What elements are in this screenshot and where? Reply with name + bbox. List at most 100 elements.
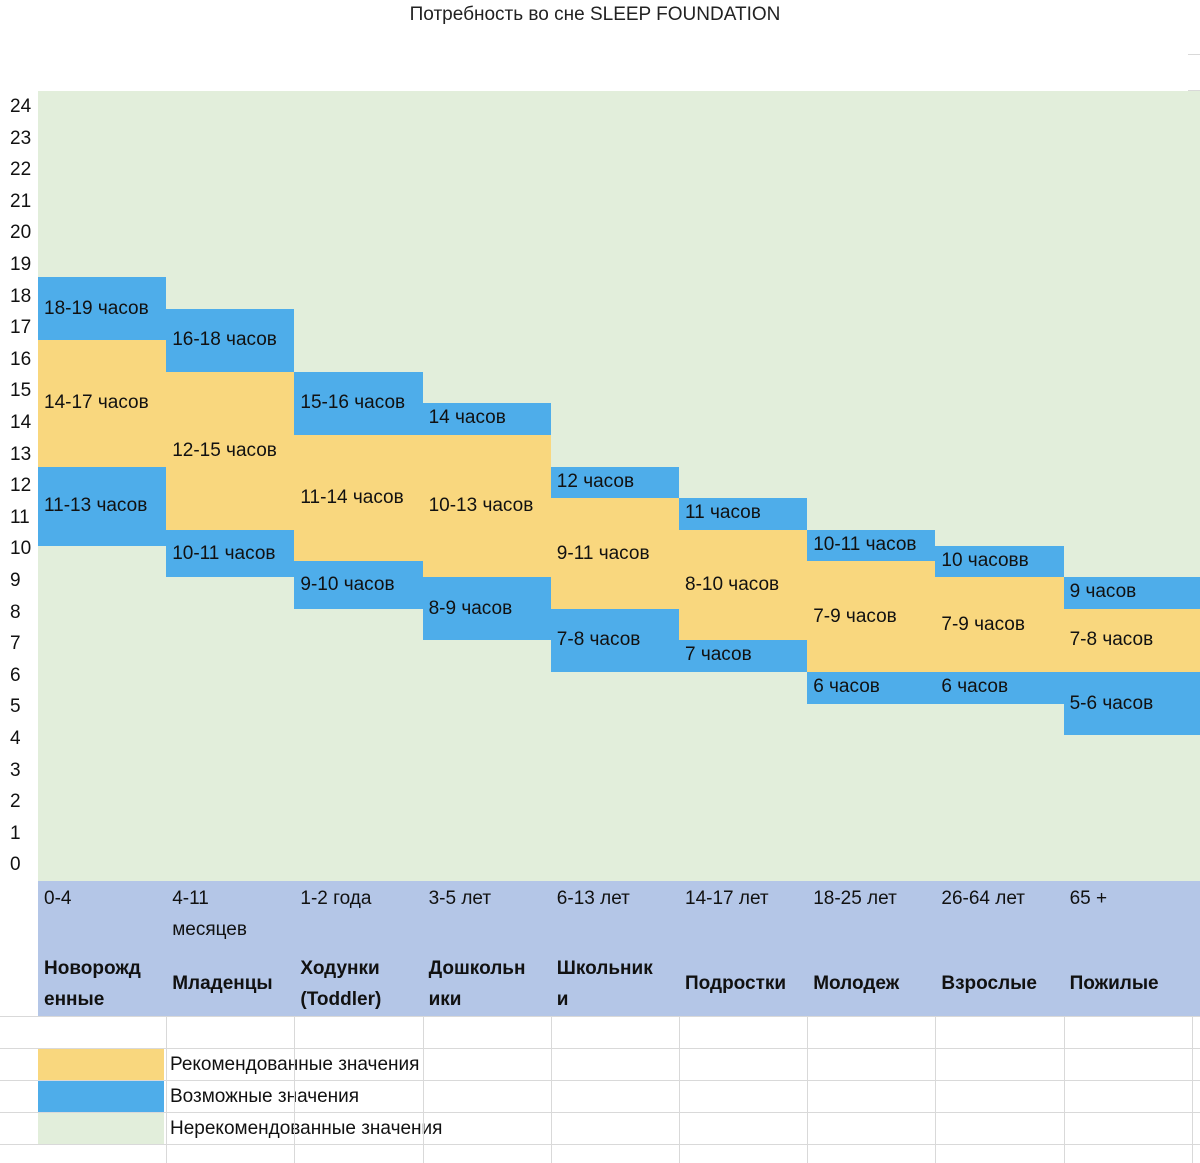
band-label: 6 часов	[813, 676, 880, 697]
y-tick-label: 2	[10, 791, 21, 813]
sheet-gridline	[935, 1016, 936, 1163]
y-tick-label: 17	[10, 317, 32, 339]
age-range-label: 26-64 лет	[941, 888, 1025, 909]
age-range-label: 4-11 месяцев	[172, 888, 247, 940]
possible-band	[422, 577, 551, 641]
band-label: 7-8 часов	[556, 629, 641, 651]
y-tick-label: 24	[10, 96, 32, 117]
possible-legend-swatch	[38, 1081, 164, 1112]
y-tick-label: 0	[10, 854, 21, 876]
band-label: 11-14 часов	[300, 487, 404, 509]
band-label: 18-19 часов	[44, 297, 149, 319]
y-tick-label: 10	[10, 538, 32, 560]
band-label: 7-9 часов	[813, 605, 897, 627]
band-label: 11-13 часов	[44, 495, 148, 517]
age-group-label: Подростки	[685, 973, 787, 994]
y-tick-label: 18	[10, 285, 32, 307]
sheet-gridline	[0, 1144, 1200, 1145]
y-tick-label: 22	[10, 159, 32, 181]
possible-band	[1063, 577, 1200, 609]
age-groups-band	[38, 881, 1200, 1016]
y-tick-label: 11	[10, 506, 30, 528]
recommended-band	[294, 435, 423, 562]
band-label: 10 часовв	[941, 549, 1029, 571]
y-tick-label: 12	[10, 475, 32, 497]
y-tick-label: 5	[10, 696, 21, 718]
chart-title: Потребность во сне SLEEP FOUNDATION	[409, 4, 781, 25]
recommended-band	[1063, 608, 1200, 672]
sheet-gridline	[0, 1080, 1200, 1081]
age-group-label: Молодеж	[813, 973, 900, 994]
y-tick-label: 4	[10, 728, 21, 749]
sheet-gridline	[1192, 1016, 1193, 1163]
band-label: 9 часов	[1069, 581, 1137, 603]
possible-band	[679, 498, 808, 530]
age-range-label: 0-4	[44, 888, 72, 909]
age-group-label: Новорожд енные	[44, 958, 141, 1010]
recommended-band	[679, 529, 808, 641]
possible-band	[166, 529, 295, 578]
sheet-gridline	[0, 1048, 1200, 1049]
possible-band	[166, 308, 295, 372]
y-tick-label: 21	[10, 190, 32, 212]
age-range-label: 18-25 лет	[813, 888, 897, 909]
band-label: 10-11 часов	[813, 533, 917, 555]
not_recommended-legend-swatch	[38, 1113, 164, 1144]
sheet-gridline	[551, 1016, 552, 1163]
y-tick-label: 19	[10, 254, 32, 275]
possible-band	[422, 403, 551, 435]
band-label: 12 часов	[556, 470, 635, 492]
possible-band	[38, 277, 167, 341]
age-group-label: Пожилые	[1069, 973, 1159, 994]
age-range-label: 14-17 лет	[685, 888, 769, 909]
y-tick-label: 1	[10, 822, 21, 844]
sheet-gridline	[1188, 90, 1200, 91]
y-tick-label: 8	[10, 601, 21, 623]
recommended-band	[807, 561, 936, 672]
age-group-label: Ходунки (Toddler)	[300, 958, 382, 1010]
band-label: 14-17 часов	[44, 392, 149, 414]
sheet-gridline	[423, 1016, 424, 1163]
age-group-label: Взрослые	[941, 973, 1037, 994]
recommended-band	[550, 498, 679, 609]
possible-band	[294, 371, 423, 435]
possible-band	[807, 672, 936, 704]
age-range-label: 65 +	[1069, 888, 1108, 909]
possible-band	[679, 640, 808, 672]
y-tick-label: 3	[10, 759, 21, 781]
band-label: 10-11 часов	[172, 542, 276, 564]
age-range-label: 6-13 лет	[556, 888, 630, 909]
band-label: 7-8 часов	[1069, 629, 1154, 651]
possible-band	[550, 608, 679, 672]
band-label: 15-16 часов	[300, 392, 406, 414]
possible-band	[294, 561, 423, 609]
recommended-band	[935, 577, 1064, 672]
recommended-band	[422, 435, 551, 578]
band-label: 8-10 часов	[685, 574, 780, 596]
sheet-gridline	[1064, 1016, 1065, 1163]
band-label: 6 часов	[941, 676, 1009, 697]
y-tick-label: 6	[10, 664, 21, 686]
age-range-label: 1-2 года	[300, 888, 372, 909]
band-label: 7 часов	[685, 644, 752, 666]
sheet-gridline	[807, 1016, 808, 1163]
y-tick-label: 15	[10, 380, 32, 402]
age-group-label: Младенцы	[172, 973, 273, 994]
sheet-gridline	[1188, 54, 1200, 55]
possible-band	[807, 529, 936, 562]
band-label: 11 часов	[685, 502, 761, 524]
band-label: 14 часов	[428, 407, 506, 429]
age-group-label: Школьник и	[556, 958, 653, 1010]
recommended-band	[38, 340, 167, 467]
sheet-gridline	[0, 1016, 1200, 1017]
y-tick-label: 20	[10, 222, 32, 244]
possible-band	[550, 466, 679, 499]
band-label: 5-6 часов	[1069, 692, 1154, 714]
y-tick-label: 23	[10, 127, 32, 149]
recommended-band	[166, 371, 295, 530]
possible-band	[1063, 672, 1200, 736]
recommended-legend-swatch	[38, 1049, 164, 1080]
band-label: 12-15 часов	[172, 439, 277, 461]
y-tick-label: 9	[10, 570, 21, 591]
